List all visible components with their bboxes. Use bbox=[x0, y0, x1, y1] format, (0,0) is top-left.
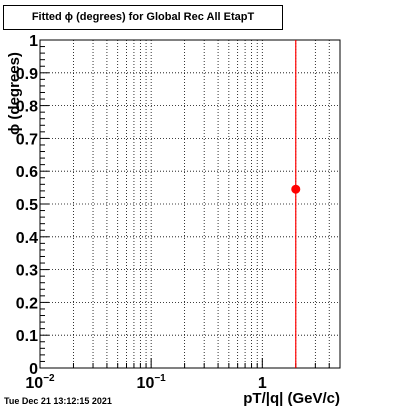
y-tick-label: 0.5 bbox=[16, 197, 38, 214]
timestamp-footer: Tue Dec 21 13:12:15 2021 bbox=[4, 396, 112, 406]
x-tick-labels: 10−2 10−1 1 bbox=[25, 373, 266, 392]
data-marks bbox=[291, 40, 301, 368]
x-tick-label: 10−1 bbox=[137, 373, 167, 392]
y-tick-label: 0 bbox=[29, 361, 38, 378]
x-tick-label: 10−2 bbox=[25, 373, 55, 392]
grid bbox=[39, 40, 341, 368]
y-tick-label: 0.8 bbox=[16, 99, 38, 116]
y-tick-labels: 0 0.1 0.2 0.3 0.4 0.5 0.6 0.7 0.8 0.9 1 bbox=[16, 33, 38, 378]
axis-ticks bbox=[39, 39, 341, 369]
y-tick-label: 1 bbox=[29, 33, 38, 50]
y-tick-label: 0.3 bbox=[16, 263, 38, 280]
data-point bbox=[291, 184, 301, 194]
y-tick-label: 0.6 bbox=[16, 164, 38, 181]
y-tick-label: 0.4 bbox=[16, 230, 38, 247]
x-tick-label: 1 bbox=[258, 375, 267, 392]
x-axis-label: pT/|q| (GeV/c) bbox=[243, 390, 340, 407]
y-axis-label: ϕ (degrees) bbox=[6, 52, 23, 135]
y-tick-label: 0.9 bbox=[16, 66, 38, 83]
y-tick-label: 0.1 bbox=[16, 328, 38, 345]
y-tick-label: 0.7 bbox=[16, 131, 38, 148]
chart-title: Fitted ϕ (degrees) for Global Rec All Et… bbox=[3, 5, 283, 30]
y-tick-label: 0.2 bbox=[16, 295, 38, 312]
